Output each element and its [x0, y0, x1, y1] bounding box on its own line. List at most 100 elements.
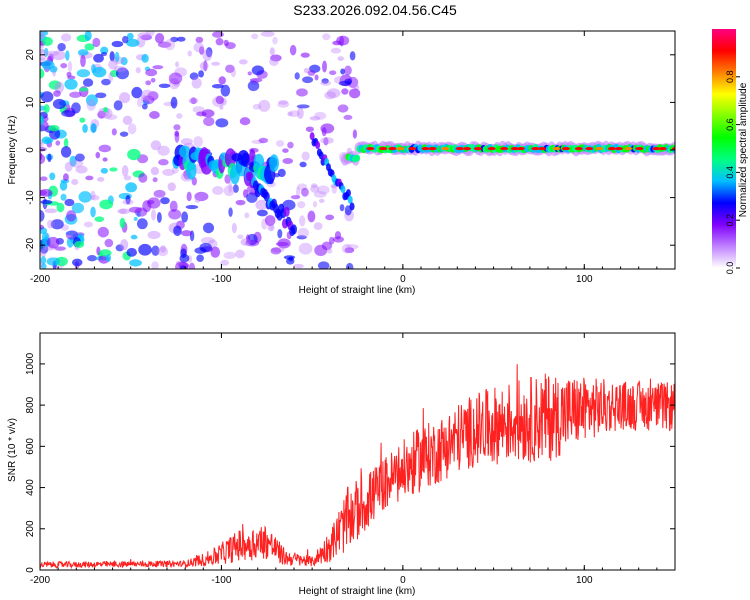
- heatmap-cell: [66, 71, 72, 77]
- heatmap-cell: [92, 66, 107, 78]
- heatmap-cell: [114, 51, 120, 63]
- heatmap-cell: [160, 197, 170, 205]
- spectrogram-y-tick-label: 20: [25, 49, 36, 61]
- snr-y-tick-label: 0: [25, 567, 36, 573]
- heatmap-cell: [193, 136, 203, 148]
- heatmap-cell: [194, 195, 201, 203]
- heatmap-cell: [46, 236, 60, 249]
- heatmap-cell: [215, 118, 229, 128]
- heatmap-cell: [366, 146, 375, 151]
- heatmap-cell: [349, 202, 355, 211]
- heatmap-cell: [671, 147, 675, 151]
- heatmap-cell: [270, 247, 282, 255]
- heatmap-cell: [251, 65, 265, 76]
- heatmap-cell: [97, 226, 109, 238]
- snr-x-tick-label: -100: [211, 575, 231, 586]
- heatmap-cell: [69, 91, 82, 98]
- heatmap-cell: [212, 31, 224, 38]
- heatmap-cell: [71, 178, 79, 186]
- heatmap-cell: [119, 92, 131, 104]
- heatmap-cell: [228, 181, 233, 193]
- heatmap-cell: [188, 262, 196, 269]
- heatmap-cell: [309, 64, 321, 73]
- heatmap-cell: [109, 51, 115, 62]
- heatmap-cell: [282, 157, 294, 164]
- heatmap-cell: [64, 78, 78, 90]
- heatmap-cell: [277, 168, 286, 178]
- heatmap-cell: [215, 37, 224, 46]
- heatmap-cell: [150, 140, 162, 151]
- heatmap-cell: [108, 59, 118, 70]
- heatmap-cell: [175, 61, 180, 68]
- heatmap-cell: [232, 184, 239, 193]
- heatmap-cell: [309, 132, 315, 141]
- spectrogram-y-label: Frequency (Hz): [7, 116, 18, 185]
- snr-x-label: Height of straight line (km): [299, 586, 416, 597]
- heatmap-cell: [168, 78, 180, 90]
- heatmap-cell: [190, 97, 197, 105]
- heatmap-cell: [334, 231, 342, 240]
- heatmap-cell: [60, 33, 72, 42]
- snr-y-tick-label: 800: [25, 396, 36, 413]
- heatmap-cell: [157, 41, 172, 48]
- heatmap-cell: [121, 165, 129, 177]
- heatmap-cell: [57, 42, 66, 52]
- heatmap-cell: [84, 31, 92, 41]
- heatmap-cell: [140, 34, 153, 41]
- spectrogram-y-ticks: -20 -10 0 10 20: [25, 49, 675, 252]
- heatmap-cell: [69, 155, 77, 167]
- heatmap-cell: [100, 167, 108, 174]
- heatmap-cell: [297, 201, 306, 209]
- heatmap-cell: [537, 146, 546, 151]
- heatmap-cell: [238, 59, 248, 65]
- heatmap-cell: [210, 246, 221, 258]
- heatmap-cell: [126, 32, 134, 40]
- heatmap-cell: [90, 123, 97, 133]
- heatmap-cell: [76, 69, 91, 78]
- heatmap-cell: [291, 224, 297, 235]
- heatmap-cell: [87, 255, 98, 262]
- heatmap-cell: [138, 173, 148, 183]
- heatmap-cell: [113, 66, 128, 72]
- heatmap-cell: [130, 234, 138, 240]
- heatmap-cell: [90, 190, 96, 200]
- heatmap-cell: [269, 220, 274, 231]
- heatmap-cell: [199, 61, 209, 71]
- heatmap-cell: [119, 217, 126, 229]
- snr-y-tick-label: 400: [25, 479, 36, 496]
- heatmap-cell: [47, 153, 52, 163]
- heatmap-cell: [125, 182, 138, 193]
- heatmap-cell: [241, 152, 251, 168]
- heatmap-cell: [40, 210, 45, 222]
- heatmap-cell: [142, 95, 155, 105]
- heatmap-cell: [97, 110, 106, 119]
- heatmap-cell: [318, 198, 325, 204]
- heatmap-cell: [138, 243, 152, 256]
- heatmap-cell: [255, 199, 268, 210]
- heatmap-cell: [121, 35, 129, 44]
- heatmap-cell: [296, 107, 304, 119]
- heatmap-cell: [117, 208, 131, 215]
- heatmap-cell: [297, 227, 310, 239]
- heatmap-cell: [195, 36, 204, 44]
- heatmap-cell: [258, 137, 269, 144]
- heatmap-cell: [203, 60, 208, 72]
- heatmap-cell: [288, 256, 294, 262]
- snr-panel: -200 -100 0 100 0 200 400 600 800 1000 Height of…: [7, 332, 676, 597]
- heatmap-cell: [71, 102, 81, 114]
- heatmap-cell: [160, 245, 167, 253]
- heatmap-cell: [145, 68, 158, 77]
- spectrogram-x-label: Height of straight line (km): [299, 285, 416, 296]
- heatmap-cell: [147, 199, 155, 205]
- heatmap-cell: [340, 68, 346, 75]
- heatmap-cell: [187, 50, 192, 57]
- heatmap-cell: [223, 185, 235, 197]
- heatmap-cell: [312, 201, 318, 208]
- snr-y-tick-label: 600: [25, 438, 36, 455]
- heatmap-cell: [317, 261, 330, 269]
- heatmap-cell: [202, 49, 213, 62]
- heatmap-cell: [170, 36, 179, 43]
- heatmap-cell: [218, 76, 226, 85]
- heatmap-cell: [296, 88, 308, 97]
